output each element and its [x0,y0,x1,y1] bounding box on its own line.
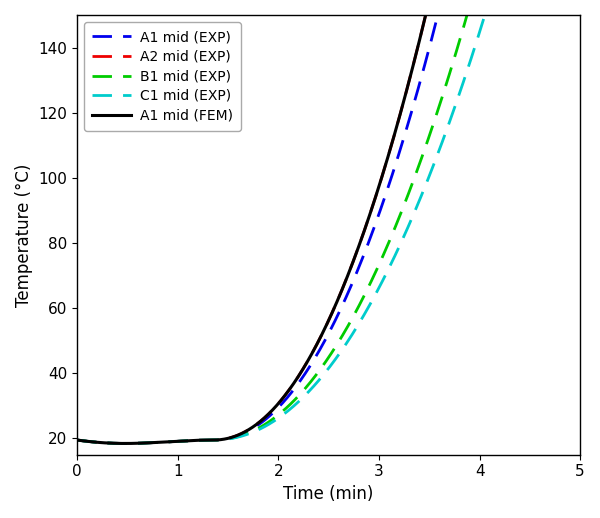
Line: C1 mid (EXP): C1 mid (EXP) [77,0,580,443]
Line: B1 mid (EXP): B1 mid (EXP) [77,0,580,443]
Line: A1 mid (FEM): A1 mid (FEM) [77,0,580,443]
A1 mid (EXP) [277,401,284,408]
C1 mid (EXP) [125,440,133,447]
C1 mid (EXP) [296,398,303,404]
A2 mid (EXP) [74,437,81,443]
B1 mid (EXP) [122,440,129,447]
C1 mid (EXP) [277,413,284,419]
B1 mid (EXP) [74,437,81,443]
X-axis label: Time (min): Time (min) [283,485,374,503]
A1 mid (EXP) [74,437,81,443]
C1 mid (EXP) [466,59,473,65]
B1 mid (EXP) [277,409,284,415]
A1 mid (FEM) [419,23,427,29]
B1 mid (EXP) [466,2,473,8]
C1 mid (EXP) [122,440,129,447]
A1 mid (EXP) [122,440,129,447]
Line: A1 mid (EXP): A1 mid (EXP) [77,0,580,443]
A1 mid (FEM) [277,397,284,404]
Y-axis label: Temperature (°C): Temperature (°C) [15,163,33,307]
A1 mid (FEM) [122,440,129,447]
B1 mid (EXP) [419,151,427,157]
A2 mid (EXP) [277,397,284,404]
A1 mid (EXP) [125,440,133,447]
B1 mid (EXP) [125,440,133,447]
A2 mid (EXP) [296,372,303,378]
A1 mid (FEM) [296,372,303,378]
C1 mid (EXP) [74,437,81,443]
A1 mid (FEM) [125,440,133,447]
A1 mid (FEM) [74,437,81,443]
C1 mid (EXP) [419,189,427,195]
A1 mid (EXP) [296,379,303,385]
B1 mid (EXP) [296,392,303,398]
A2 mid (EXP) [419,23,427,29]
Legend: A1 mid (EXP), A2 mid (EXP), B1 mid (EXP), C1 mid (EXP), A1 mid (FEM): A1 mid (EXP), A2 mid (EXP), B1 mid (EXP)… [84,22,241,131]
Line: A2 mid (EXP): A2 mid (EXP) [77,0,580,443]
A1 mid (EXP) [419,68,427,74]
A2 mid (EXP) [125,440,133,447]
A2 mid (EXP) [122,440,129,447]
C1 mid (EXP) [475,31,482,37]
